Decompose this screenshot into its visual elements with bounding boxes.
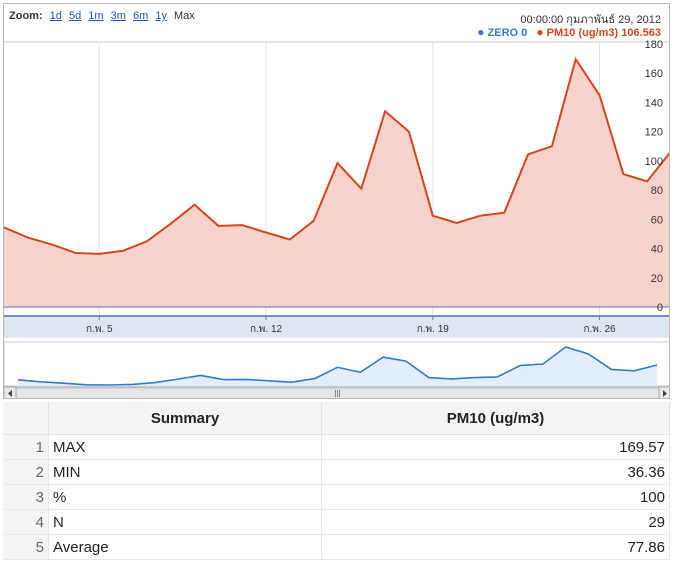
row-value: 36.36 bbox=[321, 459, 670, 485]
row-value: 100 bbox=[321, 484, 670, 510]
legend-value: 106.563 bbox=[621, 27, 661, 39]
y-tick-label: 80 bbox=[651, 185, 663, 197]
zoom-option-5d[interactable]: 5d bbox=[68, 10, 82, 22]
x-tick-label: ก.พ. 26 bbox=[583, 324, 616, 335]
pm10-point bbox=[599, 95, 600, 96]
chevron-right-icon bbox=[663, 390, 667, 397]
pm10-point bbox=[242, 225, 243, 226]
y-tick-label: 60 bbox=[651, 214, 663, 226]
pm10-point bbox=[456, 222, 457, 223]
y-tick-label: 40 bbox=[651, 244, 663, 256]
pm10-point bbox=[504, 212, 505, 213]
pm10-point bbox=[27, 237, 28, 238]
table-row: 4 N 29 bbox=[3, 509, 670, 535]
pm10-point bbox=[647, 181, 648, 182]
legend-value: 0 bbox=[521, 27, 528, 39]
y-tick-label: 20 bbox=[651, 273, 663, 285]
row-label: % bbox=[48, 484, 322, 510]
x-tick-label: ก.พ. 19 bbox=[417, 324, 450, 335]
legend-item-pm10: ● PM10 (ug/m3) 106.563 bbox=[536, 25, 661, 39]
pm10-point bbox=[123, 250, 124, 251]
row-label: Average bbox=[48, 534, 322, 560]
date-readout: 00:00:00 กุมภาพันธ์ 29, 2012 bbox=[520, 14, 661, 26]
y-tick-label: 140 bbox=[645, 97, 663, 109]
overview-area bbox=[18, 347, 657, 386]
row-label: N bbox=[48, 509, 322, 535]
x-tick-label: ก.พ. 12 bbox=[250, 324, 283, 335]
legend-dot-icon: ● bbox=[477, 25, 485, 39]
zoom-option-1d[interactable]: 1d bbox=[49, 10, 62, 22]
zoom-option-1y[interactable]: 1y bbox=[155, 10, 167, 22]
table-header-summary: Summary bbox=[48, 402, 322, 435]
pm10-point bbox=[432, 215, 433, 216]
table-row: 5 Average 77.86 bbox=[3, 534, 670, 560]
x-tick-label: ก.พ. 5 bbox=[86, 324, 113, 335]
pm10-point bbox=[551, 146, 552, 147]
row-index: 1 bbox=[3, 434, 49, 460]
table-row: 3 % 100 bbox=[3, 484, 670, 510]
table-header-index bbox=[3, 402, 49, 435]
zoom-label: Zoom: bbox=[9, 10, 43, 22]
zoom-option-max[interactable]: Max bbox=[174, 10, 195, 22]
row-label: MIN bbox=[48, 459, 322, 485]
zoom-option-3m[interactable]: 3m bbox=[110, 10, 126, 22]
chart-svg: 0 20 40 60 80 100 120 140 160 180 ก.พ. 5 ก.พ. 12 ก.พ… bbox=[4, 39, 669, 398]
pm10-point bbox=[623, 174, 624, 175]
chart-frame: 0 20 40 60 80 100 120 140 160 180 ก.พ. 5 ก.พ. 12 ก.พ… bbox=[3, 3, 670, 399]
row-index: 5 bbox=[3, 534, 49, 560]
y-tick-label: 120 bbox=[645, 127, 663, 139]
pm10-point bbox=[99, 253, 100, 254]
legend-item-zero: ● ZERO 0 bbox=[477, 25, 530, 39]
row-index: 4 bbox=[3, 509, 49, 535]
pm10-area bbox=[4, 59, 669, 307]
overview-line bbox=[17, 346, 658, 386]
pm10-point bbox=[408, 131, 409, 132]
y-tick-label: 180 bbox=[645, 39, 663, 51]
pm10-point bbox=[75, 252, 76, 253]
pm10-point bbox=[51, 244, 52, 245]
y-tick-label: 160 bbox=[645, 68, 663, 80]
pm10-point bbox=[480, 215, 481, 216]
pm10-point bbox=[313, 220, 314, 221]
pm10-point bbox=[289, 239, 290, 240]
summary-table: Summary PM10 (ug/m3) 1 MAX 169.57 2 MIN … bbox=[3, 402, 670, 560]
y-tick-label: 100 bbox=[645, 156, 663, 168]
pm10-point bbox=[385, 111, 386, 112]
pm10-point bbox=[266, 232, 267, 233]
row-index: 3 bbox=[3, 484, 49, 510]
legend-dot-icon: ● bbox=[536, 25, 544, 39]
zoom-bar: Zoom: 1d 5d 1m 3m 6m 1y Max bbox=[9, 10, 195, 22]
table-header-row: Summary PM10 (ug/m3) bbox=[3, 402, 670, 435]
legend: ● ZERO 0 ● PM10 (ug/m3) 106.563 bbox=[471, 25, 661, 39]
legend-name: ZERO bbox=[487, 27, 519, 39]
pm10-point bbox=[361, 188, 362, 189]
pm10-point bbox=[218, 225, 219, 226]
table-row: 2 MIN 36.36 bbox=[3, 459, 670, 485]
row-label: MAX bbox=[48, 434, 322, 460]
pm10-point bbox=[337, 163, 338, 164]
pm10-point bbox=[528, 154, 529, 155]
legend-name: PM10 (ug/m3) bbox=[546, 27, 619, 39]
pm10-point bbox=[170, 223, 171, 224]
y-tick-label: 0 bbox=[657, 302, 663, 314]
row-value: 169.57 bbox=[321, 434, 670, 460]
chevron-left-icon bbox=[8, 390, 12, 397]
row-index: 2 bbox=[3, 459, 49, 485]
zoom-option-1m[interactable]: 1m bbox=[88, 10, 104, 22]
pm10-point bbox=[575, 59, 576, 60]
pm10-line bbox=[4, 56, 669, 255]
row-value: 29 bbox=[321, 509, 670, 535]
zoom-option-6m[interactable]: 6m bbox=[132, 10, 149, 22]
pm10-point bbox=[194, 204, 195, 205]
row-value: 77.86 bbox=[321, 534, 670, 560]
table-header-pm10: PM10 (ug/m3) bbox=[321, 402, 670, 435]
x-axis-band bbox=[4, 316, 669, 338]
table-row: 1 MAX 169.57 bbox=[3, 434, 670, 460]
pm10-point bbox=[146, 241, 147, 242]
